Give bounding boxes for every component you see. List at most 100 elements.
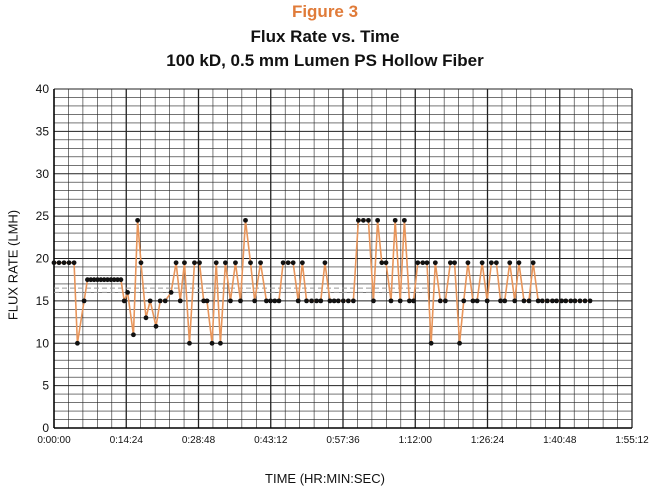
figure-label: Figure 3 <box>291 2 359 21</box>
data-point <box>153 323 159 329</box>
data-point <box>201 298 207 304</box>
data-point <box>415 260 421 266</box>
data-point <box>563 298 569 304</box>
reference-lines <box>54 287 431 293</box>
data-point <box>157 298 163 304</box>
data-point <box>521 298 527 304</box>
data-point <box>437 298 443 304</box>
y-tick-label: 35 <box>36 124 50 138</box>
y-tick-label: 40 <box>36 82 50 96</box>
data-point <box>258 260 263 266</box>
data-point <box>304 298 309 304</box>
x-tick-label: 0:00:00 <box>37 435 71 446</box>
data-point <box>493 260 499 266</box>
data-point <box>91 277 97 283</box>
data-point <box>530 260 536 266</box>
data-point <box>182 260 187 266</box>
data-point <box>479 260 485 266</box>
x-axis-label: TIME (HR:MIN:SEC) <box>265 471 385 486</box>
data-point <box>577 298 583 304</box>
data-point <box>452 260 457 266</box>
data-point <box>461 298 467 304</box>
x-axis-ticks: 0:00:00 0:14:24 0:28:48 0:43:12 0:57:36 1:12:… <box>37 435 649 446</box>
data-point <box>295 298 301 304</box>
data-point <box>587 298 593 304</box>
data-point <box>276 298 282 304</box>
data-point <box>424 260 430 266</box>
y-tick-label: 20 <box>36 252 50 266</box>
y-tick-label: 15 <box>36 294 50 308</box>
x-tick-label: 1:26:24 <box>471 435 505 446</box>
x-tick-label: 0:57:36 <box>326 435 360 446</box>
data-point <box>66 260 72 266</box>
x-tick-label: 0:28:48 <box>182 435 216 446</box>
data-point <box>177 298 183 304</box>
data-point <box>264 298 269 304</box>
data-point <box>411 298 416 304</box>
data-point <box>388 298 394 304</box>
data-point <box>147 298 153 304</box>
y-axis-label: FLUX RATE (LMH) <box>5 209 21 321</box>
data-point <box>379 260 385 266</box>
data-point <box>125 290 130 295</box>
data-point <box>474 298 480 304</box>
data-point <box>81 298 87 304</box>
data-point <box>162 298 168 304</box>
data-point <box>350 298 356 304</box>
data-point <box>488 260 494 266</box>
data-point <box>420 260 426 266</box>
data-point <box>544 298 550 304</box>
data-point <box>280 260 286 266</box>
data-point <box>98 277 104 283</box>
data-point <box>108 277 114 283</box>
data-point <box>187 340 192 346</box>
chart-title: Flux Rate vs. Time <box>250 27 400 46</box>
y-axis-ticks: 0 5 10 15 20 25 30 35 40 <box>36 82 50 435</box>
data-point <box>228 298 233 304</box>
data-point <box>75 340 80 346</box>
data-point <box>361 217 366 223</box>
series-line <box>54 219 591 344</box>
data-point <box>442 298 448 304</box>
data-point <box>314 298 319 304</box>
data-point <box>502 298 508 304</box>
data-point <box>366 217 371 223</box>
data-point <box>285 260 291 266</box>
chart-subtitle: 100 kD, 0.5 mm Lumen PS Hollow Fiber <box>166 51 484 70</box>
data-point <box>121 298 127 304</box>
data-point <box>252 298 258 304</box>
data-point <box>401 217 407 223</box>
data-point <box>118 277 124 283</box>
data-point <box>238 298 243 304</box>
x-tick-label: 0:43:12 <box>254 435 288 446</box>
data-point <box>197 260 202 266</box>
y-tick-label: 25 <box>36 209 50 223</box>
data-point <box>233 260 238 266</box>
data-point <box>95 277 100 283</box>
data-point <box>512 298 518 304</box>
data-point <box>143 315 149 321</box>
data-point <box>318 298 324 304</box>
data-point <box>428 340 434 346</box>
data-point <box>383 260 389 266</box>
data-point <box>392 217 398 223</box>
x-tick-label: 0:14:24 <box>110 435 144 446</box>
data-point <box>192 260 197 266</box>
data-point <box>457 340 462 346</box>
data-point <box>204 298 210 304</box>
data-point <box>331 298 337 304</box>
data-point <box>131 332 136 338</box>
data-point <box>397 298 403 304</box>
y-tick-label: 10 <box>36 336 50 350</box>
x-tick-label: 1:55:12 <box>615 435 649 446</box>
data-point <box>340 298 346 304</box>
data-point <box>85 277 90 283</box>
data-point <box>375 217 381 223</box>
data-point <box>223 260 228 266</box>
data-point <box>299 260 305 266</box>
data-point <box>554 298 559 304</box>
data-point <box>345 298 351 304</box>
y-tick-label: 5 <box>42 379 49 393</box>
y-tick-label: 0 <box>42 421 49 435</box>
data-point <box>572 298 578 304</box>
